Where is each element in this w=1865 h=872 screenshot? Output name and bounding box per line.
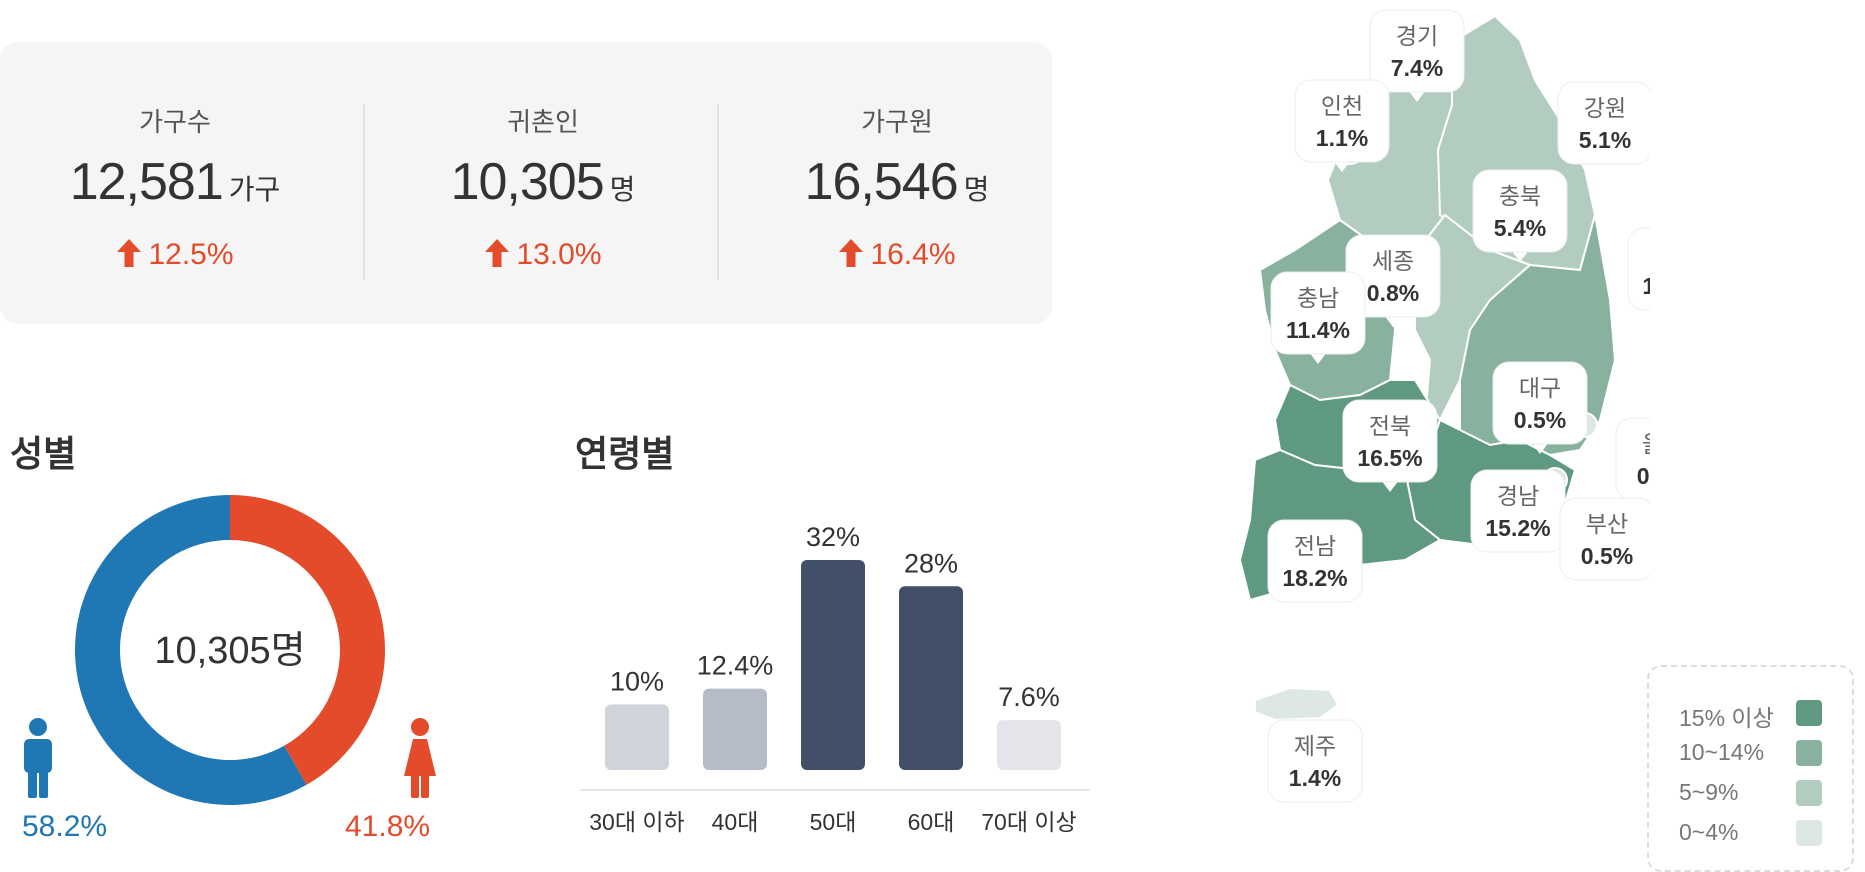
callout-region-value: 11.4% [1286, 317, 1350, 343]
map-region-jeju [1255, 688, 1338, 720]
stat-households: 가구수 12,581 가구 12.5% [0, 42, 350, 324]
male-percentage: 58.2% [22, 810, 107, 844]
bar-value-label: 28% [904, 548, 958, 578]
map-callout-6: 경북10.9% [1628, 228, 1650, 320]
map-callout-11: 경남 15.2% [1471, 470, 1565, 562]
legend-label-0: 0~4% [1679, 819, 1738, 846]
callout-region-name: 경남 [1497, 483, 1539, 509]
callout-region-name: 인천 [1321, 93, 1363, 119]
bar-category-label: 50대 [810, 809, 857, 835]
callout-region-value: 15.2% [1485, 515, 1550, 541]
stat-unit: 명 [610, 174, 636, 205]
callout-region-value: 1.4% [1289, 765, 1341, 791]
callout-region-value: 7.4% [1391, 55, 1443, 81]
bar-2 [703, 689, 767, 770]
map-callout-13: 전남 18.2% [1268, 520, 1362, 612]
bar-value-label: 12.4% [697, 651, 774, 681]
stat-change-value: 16.4% [870, 238, 955, 271]
callout-region-value: 16.5% [1357, 445, 1422, 471]
legend-swatch-0 [1796, 820, 1822, 846]
up-arrow-icon [484, 239, 510, 267]
bar-category-label: 70대 이상 [981, 809, 1076, 835]
callout-region-name: 제주 [1294, 733, 1336, 759]
map-callout-8: 대구 0.5% [1493, 362, 1587, 454]
age-section-title: 연령별 [575, 425, 674, 477]
callout-region-name: 전남 [1294, 533, 1336, 559]
callout-region-value: 0.8% [1367, 280, 1419, 306]
bar-category-label: 40대 [712, 809, 759, 835]
bar-value-label: 32% [806, 522, 860, 552]
stat-change-value: 12.5% [148, 238, 233, 271]
divider [717, 104, 719, 280]
gender-section-title: 성별 [10, 425, 76, 477]
bar-3 [801, 560, 865, 770]
stat-unit: 가구 [229, 174, 281, 205]
callout-region-name: 강원 [1584, 95, 1626, 121]
callout-region-name: 경기 [1396, 23, 1438, 49]
stat-label: 귀촌인 [368, 102, 718, 139]
stat-label: 가구원 [722, 102, 1072, 139]
callout-region-name: 전북 [1369, 413, 1411, 439]
callout-region-name: 대구 [1519, 375, 1561, 401]
stat-members: 가구원 16,546 명 16.4% [722, 42, 1072, 324]
map-callout-2: 인천 1.1% [1295, 80, 1389, 172]
map-callout-7: 충남 11.4% [1271, 272, 1365, 364]
legend-label-15: 15% 이상 [1679, 699, 1774, 733]
bar-1 [605, 704, 669, 770]
callout-region-name: 충남 [1297, 285, 1339, 311]
legend-swatch-10 [1796, 740, 1822, 766]
stat-value: 16,546 [805, 153, 958, 211]
map-callout-4: 충북 5.4% [1473, 170, 1567, 262]
stat-label: 가구수 [0, 102, 350, 139]
stat-value: 12,581 [70, 153, 223, 211]
donut-center-label: 10,305명 [154, 630, 305, 672]
callout-region-value: 0.7% [1637, 463, 1650, 489]
stat-change-value: 13.0% [516, 238, 601, 271]
bar-value-label: 10% [610, 666, 664, 696]
callout-region-name: 부산 [1586, 511, 1628, 537]
up-arrow-icon [116, 239, 142, 267]
callout-region-value: 1.1% [1316, 125, 1368, 151]
legend-label-5: 5~9% [1679, 779, 1738, 806]
callout-region-value: 18.2% [1282, 565, 1347, 591]
stat-change: 16.4% [722, 238, 1072, 272]
female-percentage: 41.8% [345, 810, 430, 844]
stat-change: 13.0% [368, 238, 718, 272]
map-callout-12: 부산 0.5% [1560, 498, 1650, 590]
legend-swatch-15 [1796, 700, 1822, 726]
stat-change: 12.5% [0, 238, 350, 272]
age-bar-chart: 10% 30대 이하 12.4% 40대 32% 50대 28% 60대 7.6% 70대 이상 [575, 500, 1095, 845]
bar-5 [997, 720, 1061, 770]
callout-region-name: 충북 [1499, 183, 1541, 209]
callout-region-value: 5.4% [1494, 215, 1546, 241]
map-legend: 15% 이상 10~14% 5~9% 0~4% [1647, 665, 1854, 872]
map-callout-10: 울산 0.7% [1616, 418, 1650, 510]
bar-value-label: 7.6% [998, 682, 1060, 712]
female-icon [403, 718, 437, 798]
region-map: 경기 7.4% 인천 1.1% 강원 5.1% 충북 5.4% 세종 0.8% 경북10.9% 충남 1… [1190, 0, 1650, 868]
summary-card: 가구수 12,581 가구 12.5% 귀촌인 10,305 명 13.0% 가구원… [0, 42, 1052, 324]
bar-4 [899, 586, 963, 770]
legend-label-10: 10~14% [1679, 739, 1764, 766]
legend-swatch-5 [1796, 780, 1822, 806]
map-callout-9: 전북 16.5% [1343, 400, 1437, 492]
bar-category-label: 30대 이하 [589, 809, 684, 835]
callout-region-value: 5.1% [1579, 127, 1631, 153]
callout-region-value: 0.5% [1581, 543, 1633, 569]
map-callout-14: 제주 1.4% [1268, 720, 1362, 812]
stat-unit: 명 [964, 174, 990, 205]
stat-value: 10,305 [451, 153, 604, 211]
callout-region-name: 세종 [1372, 248, 1414, 274]
gender-donut-chart: 10,305명 [60, 480, 400, 820]
divider [363, 104, 365, 280]
bar-category-label: 60대 [908, 809, 955, 835]
callout-region-value: 10.9% [1642, 273, 1650, 299]
callout-region-name: 울산 [1642, 431, 1650, 457]
up-arrow-icon [838, 239, 864, 267]
callout-region-value: 0.5% [1514, 407, 1566, 433]
male-icon [23, 718, 53, 798]
stat-returnees: 귀촌인 10,305 명 13.0% [368, 42, 718, 324]
map-callout-3: 강원 5.1% [1558, 82, 1650, 174]
